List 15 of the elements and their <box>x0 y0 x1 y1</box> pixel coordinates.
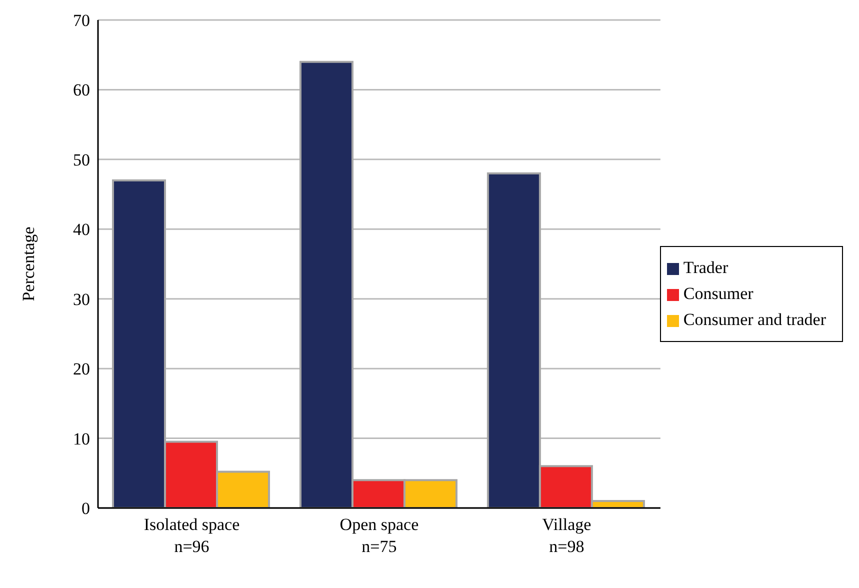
y-tick-label: 60 <box>73 80 90 100</box>
legend-label: Consumer <box>683 284 754 303</box>
y-tick-label: 0 <box>82 499 90 518</box>
y-tick-label: 20 <box>73 360 90 379</box>
y-tick-label: 50 <box>73 150 90 170</box>
x-tick-label: Open space n=75 <box>340 515 419 556</box>
legend-label: Trader <box>683 258 728 277</box>
y-tick-label: 30 <box>73 290 90 309</box>
x-tick-label: Isolated space n=96 <box>144 515 240 556</box>
x-tick-label: Village n=98 <box>542 515 592 556</box>
y-axis-title: Percentage <box>19 226 38 302</box>
legend-label: Consumer and trader <box>683 310 826 329</box>
y-tick-label: 70 <box>73 11 90 30</box>
y-tick-label: 40 <box>73 220 90 240</box>
y-tick-label: 10 <box>73 429 90 448</box>
